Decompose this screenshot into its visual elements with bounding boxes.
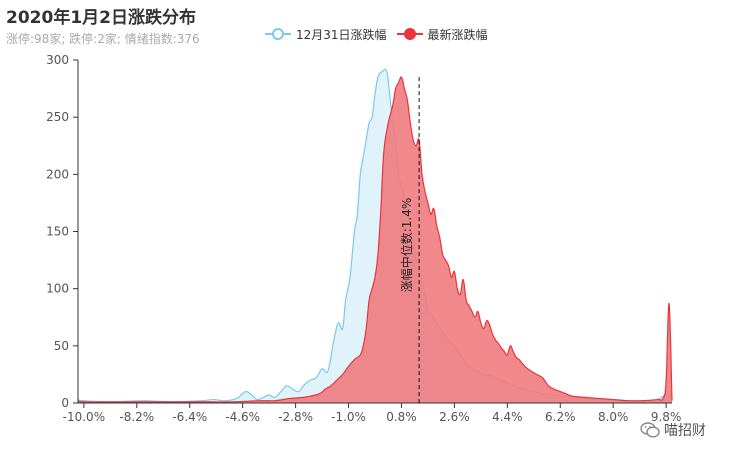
y-tick-label: 100 — [46, 282, 69, 296]
x-tick-label: -2.8% — [278, 410, 313, 424]
legend-latest-marker-icon — [396, 28, 423, 40]
y-tick-label: 50 — [54, 339, 69, 353]
y-tick-label: 250 — [46, 110, 69, 124]
x-tick-label: 2.6% — [439, 410, 470, 424]
chart-subtitle: 涨停:98家; 跌停:2家; 情绪指数:376 — [6, 32, 200, 46]
x-tick-label: -1.0% — [331, 410, 366, 424]
x-tick-label: -10.0% — [63, 410, 105, 424]
y-tick-label: 300 — [46, 53, 69, 67]
x-tick-label: 8.0% — [598, 410, 629, 424]
series-latest-line — [77, 76, 673, 403]
legend-dec31-marker-icon — [265, 28, 291, 40]
median-markline-label: 涨幅中位数:1.4% — [399, 198, 414, 293]
x-tick-label: -8.2% — [119, 410, 154, 424]
x-tick-label: -6.4% — [172, 410, 207, 424]
x-tick-label: -4.6% — [225, 410, 260, 424]
legend: 12月31日涨跌幅 最新涨跌幅 — [265, 25, 498, 43]
y-tick-label: 200 — [46, 167, 69, 181]
legend-item-latest[interactable]: 最新涨跌幅 — [396, 26, 488, 43]
chart-title: 2020年1月2日涨跌分布 — [6, 8, 196, 28]
x-tick-label: 6.2% — [545, 410, 576, 424]
area-series-group — [77, 68, 673, 404]
wechat-icon — [640, 422, 660, 438]
watermark-text: 喵招财 — [664, 423, 706, 439]
x-tick-label: 9.8% — [651, 410, 682, 424]
series-latest-area — [78, 77, 672, 403]
series-dec31-area — [78, 69, 672, 404]
watermark: 喵招财 — [640, 420, 706, 440]
x-tick-label: 4.4% — [492, 410, 523, 424]
annotation-group: 涨幅中位数:1.4% — [399, 77, 420, 403]
axes-group: 0 50 100 150 200 250 300 -10.0% -8.2% -6.4% -4.6% -… — [46, 53, 681, 424]
legend-item-dec31[interactable]: 12月31日涨跌幅 — [265, 26, 387, 43]
y-tick-label: 150 — [46, 225, 69, 239]
x-tick-label: 0.8% — [386, 410, 417, 424]
y-tick-label: 0 — [61, 396, 69, 410]
legend-latest-label: 最新涨跌幅 — [427, 27, 488, 42]
legend-dec31-label: 12月31日涨跌幅 — [296, 27, 387, 42]
